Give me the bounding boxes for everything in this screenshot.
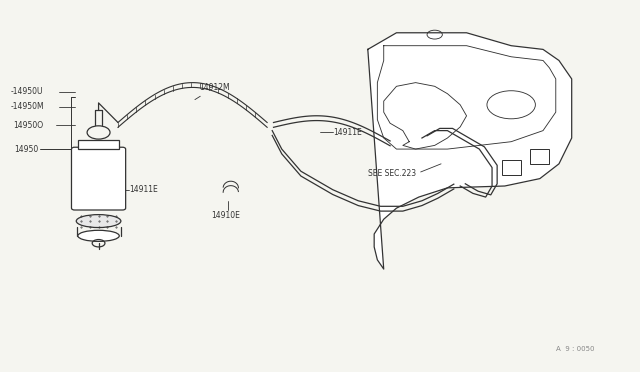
Text: 14910E: 14910E: [212, 211, 241, 220]
Ellipse shape: [78, 230, 119, 241]
Text: 14950O: 14950O: [13, 121, 43, 129]
Bar: [502, 160, 521, 175]
FancyBboxPatch shape: [72, 147, 125, 210]
Text: 14950: 14950: [14, 145, 38, 154]
Text: A  9 : 0050: A 9 : 0050: [556, 346, 594, 352]
Bar: [78, 140, 119, 149]
Text: -14950U: -14950U: [11, 87, 44, 96]
Polygon shape: [368, 33, 572, 269]
Text: -14950M: -14950M: [11, 102, 45, 111]
Text: 14911E: 14911E: [129, 185, 157, 194]
Text: SEE SEC.223: SEE SEC.223: [368, 169, 416, 177]
Text: 14912M: 14912M: [195, 83, 230, 100]
Bar: [531, 149, 549, 164]
Text: 14911E: 14911E: [333, 128, 362, 137]
Ellipse shape: [76, 215, 121, 228]
Polygon shape: [384, 83, 467, 149]
